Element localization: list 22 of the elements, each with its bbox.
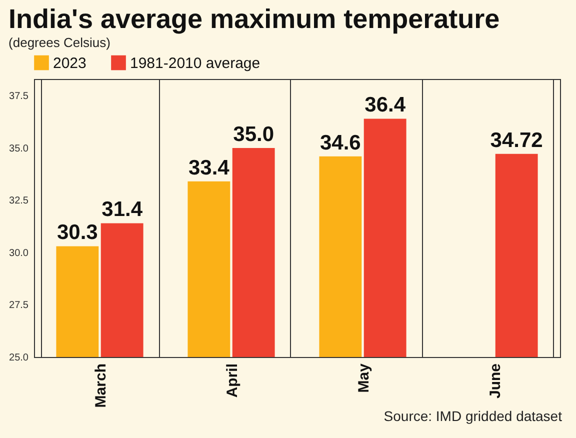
- data-label: 34.6: [320, 131, 361, 154]
- data-label: 31.4: [102, 198, 143, 222]
- chart-subtitle: (degrees Celsius): [8, 35, 110, 50]
- data-label: 35.0: [233, 122, 274, 146]
- y-tick-label: 35.0: [9, 143, 29, 154]
- data-label: 36.4: [364, 94, 406, 117]
- data-label: 30.3: [56, 221, 98, 244]
- y-tick-label: 30.0: [9, 248, 29, 259]
- y-tick-label: 32.5: [9, 196, 29, 207]
- y-tick-label: 25.0: [9, 352, 29, 364]
- y-tick-label: 27.5: [9, 300, 29, 312]
- y-tick-label: 37.5: [9, 91, 29, 102]
- source-note: Source: IMD gridded dataset: [384, 408, 562, 424]
- x-tick-label: April: [224, 364, 241, 398]
- x-tick-label: June: [486, 364, 504, 399]
- data-label: 33.4: [188, 156, 230, 180]
- legend-label: 1981-2010 average: [130, 54, 260, 72]
- x-tick-label: May: [355, 362, 372, 393]
- data-label: 34.72: [490, 128, 543, 152]
- legend-label: 2023: [53, 54, 86, 72]
- x-tick-label: March: [92, 364, 110, 408]
- chart-title: India's average maximum temperature: [8, 4, 500, 34]
